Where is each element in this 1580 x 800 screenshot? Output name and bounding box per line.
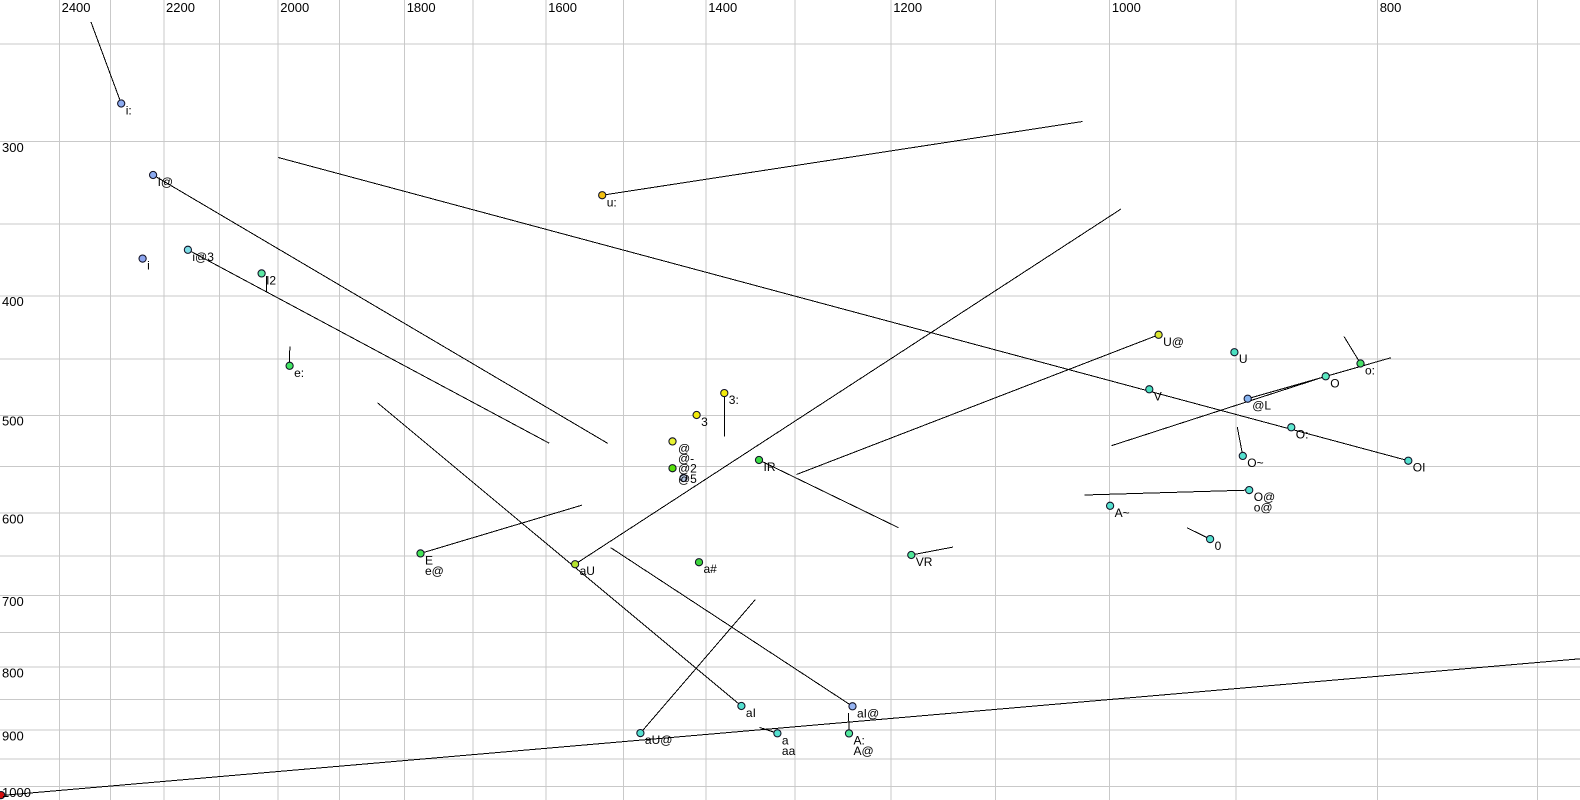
svg-text:1400: 1400	[708, 0, 737, 15]
svg-text:@5: @5	[678, 472, 697, 486]
svg-text:OI: OI	[1413, 461, 1426, 475]
svg-text:1000: 1000	[2, 785, 31, 800]
svg-text:aa: aa	[782, 744, 796, 758]
svg-text:800: 800	[2, 666, 24, 681]
svg-text:300: 300	[2, 140, 24, 155]
svg-text:aI: aI	[746, 706, 756, 720]
svg-text:I2: I2	[266, 273, 276, 287]
svg-text:aI@: aI@	[857, 706, 879, 720]
svg-text:1000: 1000	[1112, 0, 1141, 15]
svg-text:u:: u:	[607, 195, 617, 209]
svg-text:2200: 2200	[166, 0, 195, 15]
svg-text:500: 500	[2, 414, 24, 429]
svg-text:600: 600	[2, 511, 24, 526]
svg-text:a: a	[782, 733, 789, 747]
svg-text:700: 700	[2, 594, 24, 609]
svg-text:@2: @2	[678, 462, 697, 476]
svg-text:3:: 3:	[729, 393, 739, 407]
svg-text:I@: I@	[158, 175, 174, 189]
svg-text:i@3: i@3	[192, 250, 214, 264]
svg-text:o:: o:	[1365, 364, 1375, 378]
svg-text:800: 800	[1380, 0, 1402, 15]
svg-text:3: 3	[701, 415, 708, 429]
svg-text:O@: O@	[1254, 490, 1276, 504]
svg-text:U: U	[1239, 352, 1248, 366]
svg-text:@: @	[678, 441, 690, 455]
svg-text:2400: 2400	[62, 0, 91, 15]
svg-text:aU: aU	[580, 564, 595, 578]
svg-text:e:: e:	[294, 366, 304, 380]
svg-text:e@: e@	[425, 564, 444, 578]
svg-text:VR: VR	[916, 555, 933, 569]
svg-text:1600: 1600	[548, 0, 577, 15]
svg-text:1800: 1800	[407, 0, 436, 15]
svg-text:0: 0	[1215, 539, 1222, 553]
svg-text:@-: @-	[678, 452, 694, 466]
svg-text:o@: o@	[1254, 501, 1273, 515]
svg-text:i: i	[147, 259, 150, 273]
svg-text:IR: IR	[764, 460, 776, 474]
svg-text:A:: A:	[854, 733, 865, 747]
svg-text:a#: a#	[704, 562, 718, 576]
svg-text:A~: A~	[1115, 506, 1130, 520]
svg-text:i:: i:	[126, 104, 132, 118]
svg-text:900: 900	[2, 729, 24, 744]
svg-text:1200: 1200	[893, 0, 922, 15]
svg-text:aU@: aU@	[645, 733, 673, 747]
svg-text:400: 400	[2, 294, 24, 309]
svg-text:O~: O~	[1247, 456, 1263, 470]
svg-text:E: E	[425, 553, 433, 567]
svg-text:O: O	[1330, 376, 1339, 390]
svg-text:V: V	[1154, 389, 1162, 403]
svg-text:2000: 2000	[280, 0, 309, 15]
svg-text:O:: O:	[1296, 427, 1309, 441]
svg-text:@L: @L	[1252, 399, 1271, 413]
svg-text:U@: U@	[1163, 335, 1184, 349]
svg-text:A@: A@	[854, 744, 874, 758]
